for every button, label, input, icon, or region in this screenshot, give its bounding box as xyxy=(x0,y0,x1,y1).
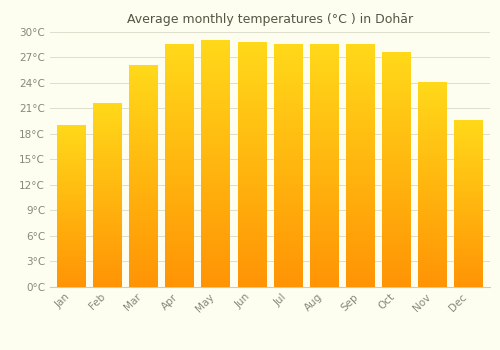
Title: Average monthly temperatures (°C ) in Dohār: Average monthly temperatures (°C ) in Do… xyxy=(127,13,413,26)
